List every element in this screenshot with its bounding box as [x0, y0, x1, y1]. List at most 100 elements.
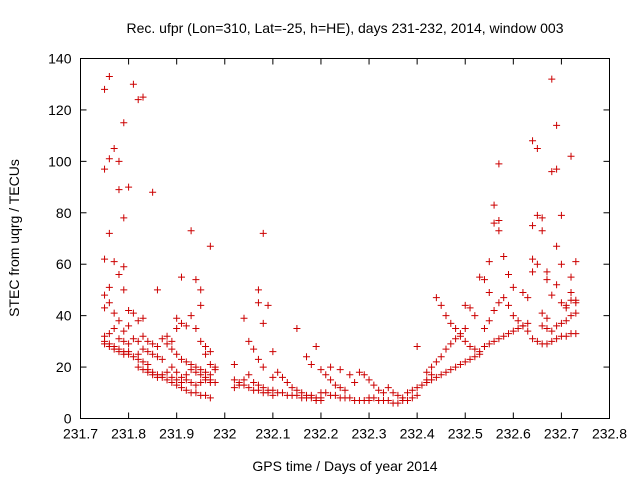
data-point [259, 229, 267, 237]
data-point [461, 301, 469, 309]
data-point [351, 379, 359, 386]
data-point [432, 373, 440, 381]
data-point [442, 345, 450, 353]
data-points [101, 73, 580, 407]
data-point [490, 201, 498, 209]
data-point [125, 348, 133, 356]
data-point [110, 145, 118, 152]
data-point [259, 363, 267, 371]
data-point [134, 337, 142, 345]
x-tick-label: 232.3 [352, 426, 387, 442]
data-point [192, 276, 200, 284]
data-point [533, 145, 541, 152]
data-point [447, 340, 455, 348]
data-point [567, 312, 575, 320]
data-point [495, 227, 503, 235]
data-point [529, 222, 537, 230]
data-point [125, 183, 133, 191]
data-point [129, 335, 137, 343]
data-point [187, 379, 195, 386]
data-point [562, 317, 570, 325]
data-point [476, 273, 484, 281]
data-point [442, 312, 450, 320]
data-point [101, 165, 109, 173]
x-tick-label: 232.4 [400, 426, 435, 442]
data-point [485, 258, 493, 266]
data-point [490, 307, 498, 314]
data-point [365, 376, 373, 384]
data-point [110, 345, 118, 353]
data-point [557, 319, 565, 327]
plot-frame [80, 58, 610, 419]
data-point [144, 337, 152, 345]
x-tick-label: 231.8 [111, 426, 146, 442]
data-point [269, 348, 277, 356]
data-point [211, 366, 219, 374]
x-tick-label: 232.5 [448, 426, 483, 442]
data-point [322, 389, 330, 397]
data-point [120, 286, 128, 294]
data-point [452, 335, 460, 343]
data-point [202, 373, 210, 381]
data-point [423, 379, 431, 386]
data-point [485, 340, 493, 348]
data-point [163, 332, 171, 340]
data-point [230, 361, 238, 368]
data-point [327, 376, 335, 384]
data-point [553, 281, 561, 289]
data-point [509, 327, 517, 335]
data-point [404, 389, 412, 397]
data-point [115, 348, 123, 356]
data-point [197, 301, 205, 309]
data-point [120, 214, 128, 222]
data-point [346, 371, 354, 379]
data-point [182, 371, 190, 379]
data-point [466, 355, 474, 363]
data-point [524, 319, 532, 327]
data-point [355, 368, 363, 376]
x-axis-label: GPS time / Days of year 2014 [252, 458, 437, 474]
data-point [101, 304, 109, 312]
data-point [177, 373, 185, 381]
data-point [177, 355, 185, 363]
data-point [384, 384, 392, 392]
y-axis-label: STEC from uqrg / TECUs [6, 159, 22, 317]
data-point [538, 214, 546, 222]
data-point [543, 314, 551, 322]
data-point [548, 75, 556, 83]
data-point [240, 376, 248, 384]
data-point [548, 168, 556, 176]
data-point [163, 340, 171, 348]
data-point [149, 340, 157, 348]
data-point [394, 399, 402, 407]
data-point [211, 379, 219, 386]
data-point [134, 96, 142, 104]
data-point [134, 317, 142, 325]
data-point [485, 289, 493, 296]
data-point [139, 358, 147, 366]
data-point [139, 345, 147, 353]
data-point [360, 371, 368, 379]
data-point [529, 137, 537, 145]
data-point [490, 337, 498, 345]
data-point [346, 394, 354, 402]
data-point [553, 322, 561, 330]
data-point [413, 384, 421, 392]
data-point [105, 343, 113, 350]
data-point [529, 268, 537, 276]
data-point [519, 289, 527, 296]
data-point [399, 394, 407, 402]
data-point [379, 389, 387, 397]
data-point [404, 397, 412, 404]
data-point [206, 376, 214, 384]
data-point [370, 394, 378, 402]
data-point [129, 309, 137, 317]
data-point [177, 273, 185, 281]
data-point [562, 304, 570, 312]
data-point [500, 294, 508, 302]
data-point [120, 327, 128, 335]
data-point [452, 325, 460, 332]
data-point [572, 258, 580, 266]
data-point [120, 263, 128, 271]
